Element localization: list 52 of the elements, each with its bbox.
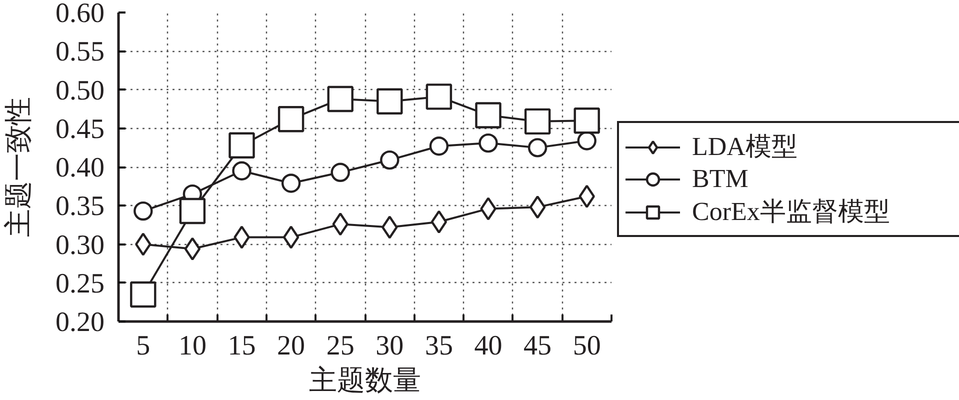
point	[578, 184, 595, 208]
point	[135, 232, 152, 256]
point	[426, 84, 452, 110]
point	[528, 138, 548, 158]
point	[529, 196, 546, 219]
point	[480, 197, 496, 220]
x-tick-label: 50	[572, 330, 601, 362]
y-axis-title: 主题一致性	[4, 97, 34, 237]
x-tick-label: 30	[376, 330, 404, 362]
y-tick-label: 0.25	[56, 268, 104, 300]
point	[134, 201, 153, 221]
point	[228, 132, 255, 158]
point	[282, 226, 300, 249]
y-tick-label: 0.45	[56, 114, 104, 145]
point	[234, 226, 250, 249]
point	[179, 198, 206, 224]
legend-label: BTM	[692, 164, 750, 194]
point	[327, 86, 354, 112]
x-axis-title: 主题数量	[309, 366, 421, 396]
y-tick-label: 0.20	[56, 307, 104, 338]
point	[281, 174, 301, 193]
point	[429, 136, 449, 156]
point	[475, 102, 502, 128]
point	[376, 88, 403, 114]
point	[330, 162, 350, 182]
x-tick-label: 5	[136, 330, 150, 362]
point	[130, 281, 156, 308]
x-tick-label: 10	[178, 330, 206, 362]
point	[574, 108, 600, 134]
x-tick-label: 35	[424, 330, 453, 362]
point	[382, 216, 398, 239]
x-tick-label: 40	[474, 330, 502, 362]
point	[380, 150, 400, 170]
point	[430, 210, 448, 234]
y-tick-label: 0.60	[56, 0, 104, 29]
point	[184, 237, 201, 260]
x-tick-label: 25	[326, 330, 354, 362]
y-tick-label: 0.35	[56, 191, 104, 222]
legend-label: LDA模型	[692, 131, 798, 163]
x-tick-label: 45	[524, 330, 552, 362]
point	[478, 133, 498, 153]
point	[232, 161, 252, 180]
y-tick-label: 0.30	[56, 230, 104, 261]
x-tick-label: 15	[228, 330, 256, 362]
x-tick-label: 20	[277, 330, 306, 362]
y-tick-label: 0.50	[56, 75, 104, 106]
point	[278, 106, 304, 132]
y-tick-label: 0.55	[56, 36, 104, 68]
y-tick-label: 0.40	[56, 152, 104, 184]
point	[524, 108, 551, 135]
point	[332, 212, 348, 236]
legend-label: CorEx半监督模型	[692, 196, 891, 228]
